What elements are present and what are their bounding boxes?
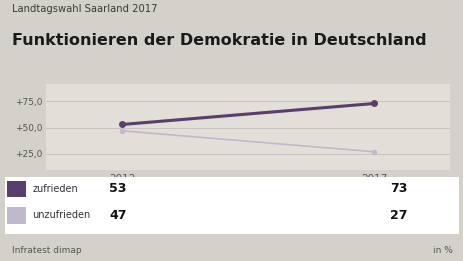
Text: unzufrieden: unzufrieden bbox=[32, 210, 91, 220]
FancyBboxPatch shape bbox=[5, 177, 458, 234]
Text: 27: 27 bbox=[389, 209, 407, 222]
Text: 73: 73 bbox=[389, 182, 406, 195]
Text: Infratest dimap: Infratest dimap bbox=[12, 246, 81, 254]
Text: 47: 47 bbox=[109, 209, 126, 222]
Text: zufrieden: zufrieden bbox=[32, 184, 78, 194]
Text: in %: in % bbox=[432, 246, 451, 254]
FancyBboxPatch shape bbox=[7, 181, 25, 197]
Text: Landtagswahl Saarland 2017: Landtagswahl Saarland 2017 bbox=[12, 4, 157, 14]
FancyBboxPatch shape bbox=[7, 207, 25, 223]
Text: 53: 53 bbox=[109, 182, 126, 195]
Text: Funktionieren der Demokratie in Deutschland: Funktionieren der Demokratie in Deutschl… bbox=[12, 33, 425, 48]
